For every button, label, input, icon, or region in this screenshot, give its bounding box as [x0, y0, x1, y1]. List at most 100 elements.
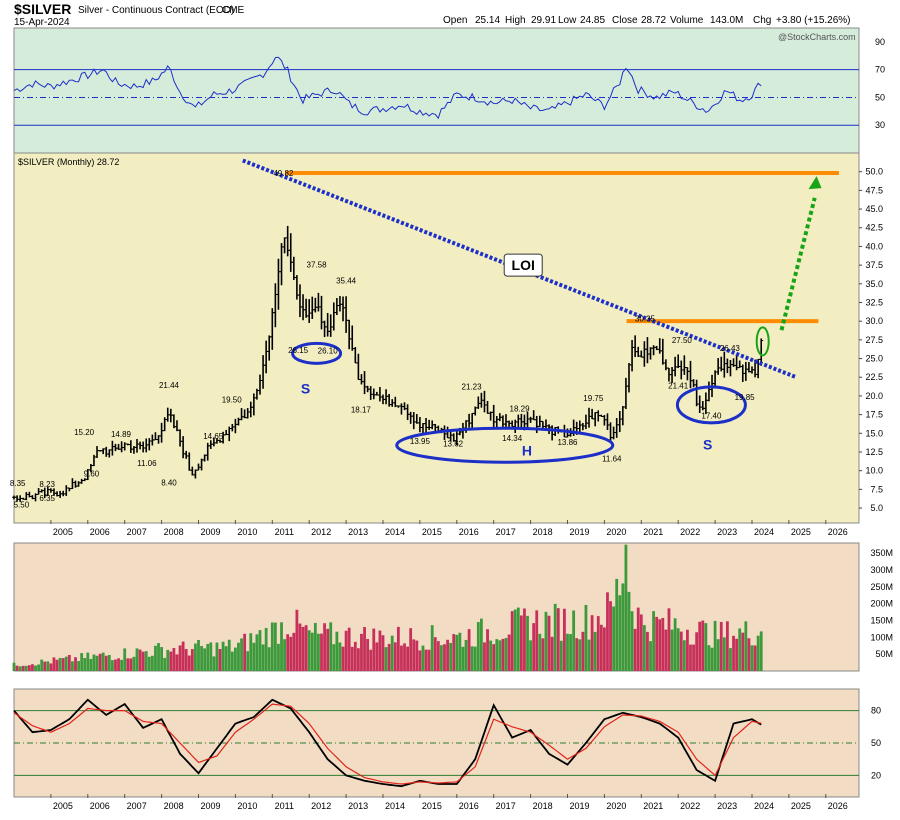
volume-bar: [652, 611, 655, 671]
rsi-tick-label: 50: [875, 92, 885, 102]
symbol-title: $SILVER: [14, 1, 71, 17]
volume-bar: [329, 622, 333, 671]
volume-bar: [313, 622, 317, 671]
volume-bar: [107, 655, 111, 671]
volume-bar: [34, 665, 37, 671]
x-tick-label-top: 2012: [311, 527, 331, 537]
chart-date: 15-Apr-2024: [14, 17, 70, 28]
price-tick-label: 42.5: [865, 223, 883, 233]
rsi-line: [13, 56, 762, 120]
volume-bar: [98, 653, 102, 671]
volume-bar: [184, 649, 188, 671]
chg-value: +3.80 (+15.26%): [776, 15, 851, 26]
volume-bar: [37, 664, 40, 671]
volume-bar: [203, 648, 207, 671]
price-value-label: 14.65: [203, 432, 224, 441]
volume-bar: [24, 665, 28, 671]
volume-bar: [366, 639, 370, 671]
volume-bar: [157, 643, 160, 671]
price-value-label: 21.23: [462, 383, 483, 392]
price-value-label: 37.58: [307, 261, 328, 270]
x-tick-label-top: 2010: [237, 527, 257, 537]
volume-bar: [86, 652, 90, 671]
volume-bar: [424, 649, 428, 671]
rsi-layer: 30 50 70 90: [13, 37, 885, 130]
volume-bar: [673, 618, 677, 671]
volume-bar: [421, 645, 425, 671]
volume-bar: [104, 655, 108, 671]
volume-bar: [636, 607, 640, 671]
volume-bar: [40, 659, 44, 671]
volume-bar: [692, 644, 695, 671]
volume-bar: [52, 657, 56, 671]
volume-bar: [566, 633, 569, 671]
volume-bar: [698, 621, 702, 671]
volume-bar: [479, 618, 483, 671]
volume-bar: [221, 641, 225, 671]
volume-bar: [209, 642, 213, 671]
volume-bar: [744, 621, 748, 671]
x-tick-label-bottom: 2007: [127, 801, 147, 811]
volume-bar: [483, 642, 486, 671]
price-value-label: 26.43: [720, 344, 741, 353]
x-tick-label-bottom: 2019: [569, 801, 589, 811]
x-tick-label-bottom: 2005: [53, 801, 73, 811]
volume-bar: [240, 638, 243, 671]
volume-bar: [563, 608, 566, 671]
volume-bar: [725, 621, 729, 671]
price-value-label: 26.15: [288, 346, 309, 355]
price-tick-label: 45.0: [865, 204, 883, 214]
volume-bar: [707, 645, 711, 671]
price-value-label: 19.50: [222, 396, 243, 405]
price-value-label: 14.34: [502, 434, 523, 443]
volume-bar: [504, 637, 508, 671]
volume-bar: [443, 644, 446, 671]
volume-bar: [286, 634, 290, 671]
volume-bar: [144, 651, 148, 671]
volume-bar: [753, 645, 757, 671]
volume-bar: [486, 629, 489, 671]
volume-bar: [27, 665, 31, 671]
volume-bar: [710, 647, 714, 671]
volume-bar: [516, 607, 520, 671]
price-value-label: 18.17: [351, 406, 372, 415]
price-value-label: 19.75: [583, 394, 604, 403]
price-value-label: 21.44: [159, 381, 180, 390]
head-ellipse: [395, 426, 615, 464]
volume-bar: [507, 634, 511, 671]
price-value-label: 8.23: [39, 480, 55, 489]
volume-bar: [283, 639, 286, 671]
price-tick-label: 15.0: [865, 428, 883, 438]
x-tick-label-bottom: 2026: [828, 801, 848, 811]
volume-bar: [71, 661, 74, 671]
volume-bar: [132, 656, 136, 671]
volume-bar: [756, 635, 760, 671]
volume-bar: [89, 658, 93, 671]
volume-tick-label: 350M: [870, 548, 893, 558]
volume-bar: [664, 629, 668, 671]
x-tick-label-top: 2020: [606, 527, 626, 537]
volume-bar: [593, 631, 597, 671]
x-tick-label-top: 2008: [164, 527, 184, 537]
volume-bar: [446, 639, 449, 671]
volume-bar: [350, 646, 354, 671]
volume-bar: [529, 640, 532, 671]
volume-bar: [716, 639, 720, 671]
price-bar: [759, 338, 764, 366]
volume-bar: [624, 544, 628, 671]
volume-bar: [433, 637, 437, 671]
volume-bar: [298, 623, 302, 671]
symbol-description: Silver - Continuous Contract (EOD): [78, 5, 234, 16]
volume-bar: [510, 611, 514, 671]
volume-bar: [267, 647, 271, 671]
volume-tick-label: 150M: [870, 615, 893, 625]
x-axis-bottom: 2005 2006 2007 2008 2009 2010 2011 2012 2013 2014…: [50, 794, 848, 811]
volume-bar: [320, 633, 323, 671]
volume-bar: [553, 603, 557, 671]
volume-bar: [667, 608, 671, 671]
volume-bar: [218, 649, 222, 671]
price-value-label: 11.06: [137, 459, 157, 468]
volume-bar: [150, 655, 154, 671]
x-tick-label-bottom: 2018: [533, 801, 553, 811]
x-tick-label-bottom: 2017: [496, 801, 516, 811]
